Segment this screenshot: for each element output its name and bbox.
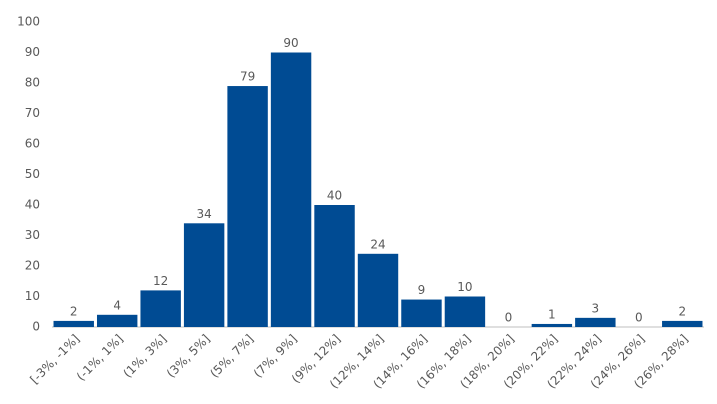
y-tick-label: 30	[25, 228, 40, 242]
x-tick-label: [-3%, -1%]	[27, 332, 82, 387]
data-label: 24	[370, 237, 385, 251]
y-tick-label: 80	[25, 76, 40, 90]
y-tick-label: 60	[25, 137, 40, 151]
x-tick-label: (5%, 7%]	[207, 332, 256, 381]
bar	[140, 290, 181, 327]
data-label: 10	[457, 280, 472, 294]
data-label: 3	[592, 301, 600, 315]
y-tick-label: 40	[25, 198, 40, 212]
bar	[183, 223, 225, 327]
bar	[444, 296, 486, 327]
y-tick-label: 70	[25, 106, 40, 120]
bar	[227, 86, 268, 327]
data-label: 34	[196, 207, 211, 221]
x-tick-label: (-1%, 1%]	[74, 332, 126, 384]
bar	[401, 299, 442, 327]
data-label: 12	[153, 274, 168, 288]
y-tick-label: 20	[25, 259, 40, 273]
x-tick-label: (3%, 5%]	[164, 332, 213, 381]
data-label: 0	[505, 311, 513, 325]
x-tick-label: (1%, 3%]	[120, 332, 169, 381]
bar	[270, 52, 312, 327]
data-label: 2	[70, 304, 78, 318]
y-tick-label: 90	[25, 45, 40, 59]
data-label: 0	[635, 311, 643, 325]
y-tick-label: 100	[17, 15, 40, 29]
bar	[53, 320, 94, 327]
data-label: 90	[283, 36, 298, 50]
bar	[96, 314, 138, 327]
bar	[314, 205, 355, 327]
y-tick-label: 10	[25, 289, 40, 303]
bar	[662, 320, 703, 327]
bar	[531, 323, 573, 327]
data-label: 40	[327, 189, 342, 203]
y-tick-label: 0	[32, 320, 40, 334]
data-label: 9	[418, 283, 426, 297]
data-label: 79	[240, 70, 255, 84]
data-label: 4	[113, 298, 121, 312]
data-label: 2	[678, 304, 686, 318]
bar	[357, 253, 399, 327]
bar	[575, 317, 616, 327]
y-tick-label: 50	[25, 167, 40, 181]
data-label: 1	[548, 307, 556, 321]
